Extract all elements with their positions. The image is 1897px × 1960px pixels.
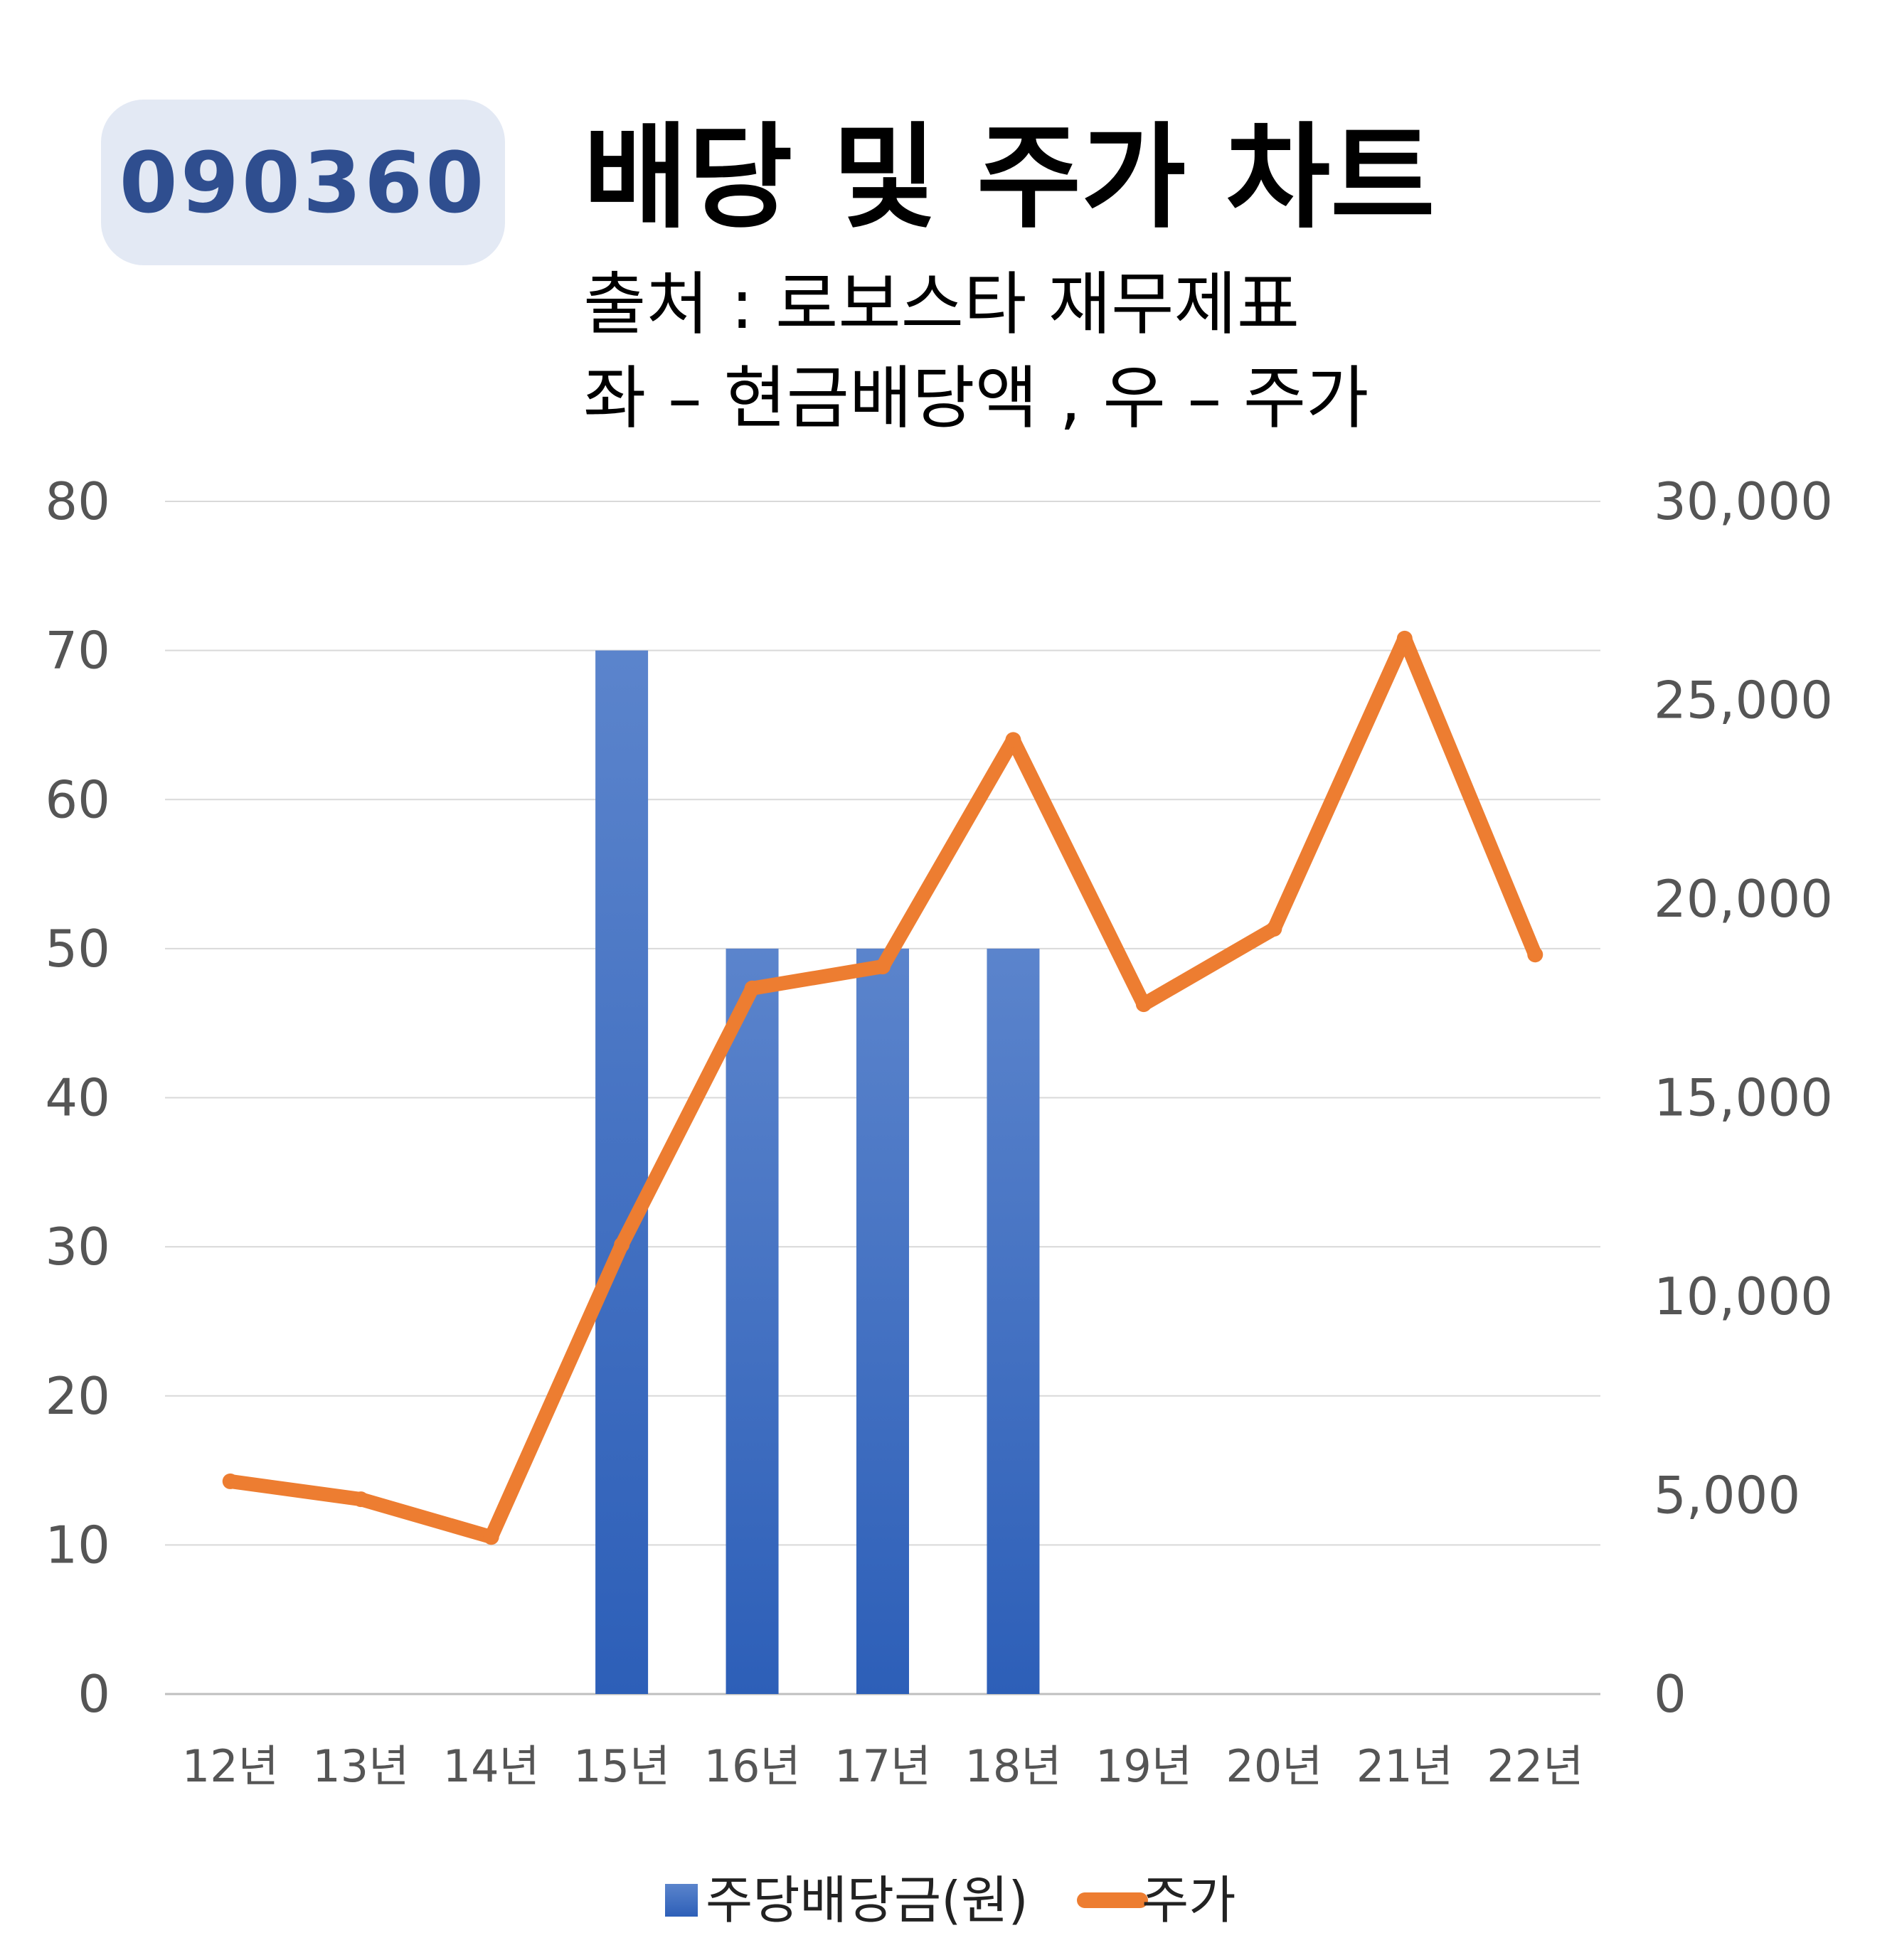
x-tick-label: 22년 — [1487, 1740, 1583, 1792]
left-tick-label: 10 — [45, 1515, 110, 1575]
price-point — [1527, 947, 1543, 963]
legend-bar-swatch — [665, 1884, 698, 1917]
left-tick-label: 20 — [45, 1366, 110, 1426]
right-tick-label: 10,000 — [1654, 1267, 1833, 1326]
left-tick-label: 40 — [45, 1068, 110, 1128]
x-tick-label: 14년 — [443, 1740, 540, 1792]
price-point — [222, 1473, 238, 1489]
right-tick-label: 20,000 — [1654, 869, 1833, 929]
x-tick-label: 12년 — [182, 1740, 279, 1792]
x-tick-label: 15년 — [573, 1740, 670, 1792]
x-tick-label: 19년 — [1095, 1740, 1192, 1792]
left-tick-label: 30 — [45, 1217, 110, 1277]
price-point — [483, 1529, 499, 1545]
x-tick-label: 18년 — [965, 1740, 1061, 1792]
x-tick-label: 20년 — [1226, 1740, 1322, 1792]
chart-source: 출처 : 로보스타 재무제표 — [583, 265, 1300, 344]
price-line — [222, 630, 1543, 1545]
price-point — [614, 1237, 630, 1253]
ticker-code: 090360 — [119, 133, 487, 232]
legend-line-label: 주가 — [1142, 1870, 1236, 1930]
ticker-badge: 090360 — [101, 100, 505, 265]
x-tick-label: 13년 — [312, 1740, 409, 1792]
left-tick-label: 50 — [45, 919, 110, 979]
price-point — [1135, 996, 1152, 1013]
price-point — [1005, 732, 1021, 748]
legend-bar-label: 주당배당금(원) — [706, 1870, 1029, 1930]
chart-title: 배당 및 주가 차트 — [583, 111, 1435, 244]
legend: 주당배당금(원) 주가 — [665, 1870, 1236, 1930]
x-tick-label: 21년 — [1356, 1740, 1453, 1792]
right-tick-label: 15,000 — [1654, 1068, 1833, 1128]
right-tick-label: 25,000 — [1654, 671, 1833, 730]
x-tick-label: 17년 — [834, 1740, 931, 1792]
left-tick-label: 80 — [45, 472, 110, 531]
x-axis: 12년 13년 14년 15년 16년 17년 18년 19년 20년 21년 22년 — [182, 1740, 1583, 1792]
price-point — [1266, 920, 1282, 937]
left-tick-label: 60 — [45, 769, 110, 829]
dividend-bar — [987, 948, 1040, 1694]
right-axis: 0 5,000 10,000 15,000 20,000 25,000 30,000 — [1654, 472, 1833, 1724]
dividend-bar — [595, 650, 649, 1694]
dividend-bars — [595, 650, 1040, 1694]
dividend-bar — [726, 948, 779, 1694]
price-point — [1396, 630, 1413, 646]
chart-axis-note: 좌 – 현금배당액 , 우 – 주가 — [583, 358, 1369, 438]
price-point — [353, 1491, 369, 1508]
right-tick-label: 0 — [1654, 1664, 1686, 1724]
left-tick-label: 70 — [45, 621, 110, 681]
right-tick-label: 5,000 — [1654, 1466, 1800, 1525]
x-tick-label: 16년 — [704, 1740, 801, 1792]
dividend-bar — [856, 948, 909, 1694]
left-axis: 0 10 20 30 40 50 60 70 80 — [45, 472, 110, 1724]
right-tick-label: 30,000 — [1654, 472, 1833, 531]
price-point — [875, 959, 891, 975]
price-point — [744, 980, 760, 996]
left-tick-label: 0 — [78, 1664, 110, 1724]
